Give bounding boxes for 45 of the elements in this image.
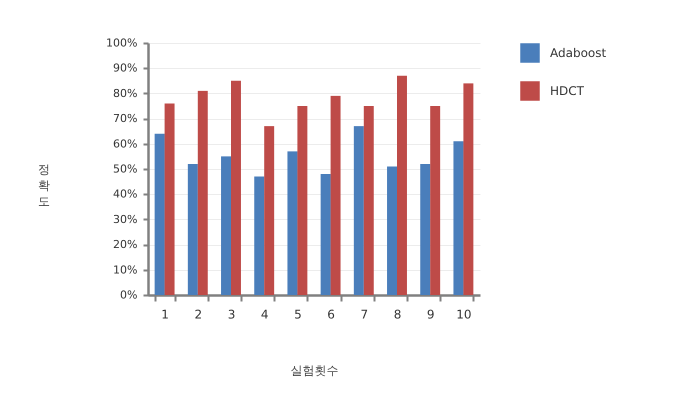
bar (264, 126, 274, 295)
bar (198, 90, 208, 295)
bar (430, 106, 440, 295)
y-tick-label: 40% (113, 188, 138, 201)
bar (453, 141, 464, 295)
y-tick-label: 100% (106, 36, 138, 50)
y-tick-label: 70% (113, 112, 138, 126)
bar (320, 174, 331, 295)
bar (330, 96, 341, 295)
x-tick-label: 10 (456, 308, 472, 322)
bar (188, 164, 198, 295)
x-tick-label: 1 (161, 308, 169, 322)
y-axis-title: 정확도 (38, 162, 50, 208)
bar (231, 80, 241, 295)
y-tick-label: 30% (113, 212, 138, 226)
y-tick-label: 60% (113, 137, 138, 150)
x-tick-label: 7 (360, 308, 368, 322)
x-tick-label: 8 (394, 308, 402, 322)
y-tick-label: 0% (120, 288, 138, 302)
x-tick-label: 5 (294, 308, 302, 322)
bar (287, 151, 298, 295)
y-tick-label: 80% (113, 86, 138, 100)
bar (354, 126, 364, 295)
bar (397, 76, 407, 295)
x-tick-label: 9 (426, 308, 435, 322)
bar (164, 103, 175, 295)
y-tick-label: 50% (113, 162, 138, 176)
y-tick-label: 10% (113, 263, 138, 276)
bar (463, 83, 474, 295)
bar (297, 106, 308, 295)
legend-label: HDCT (550, 84, 585, 98)
y-tick-label: 90% (113, 62, 138, 75)
bar (420, 164, 430, 295)
bar (364, 106, 374, 295)
bar (221, 156, 231, 295)
bar (387, 166, 397, 295)
x-tick-label: 4 (260, 308, 269, 322)
x-tick-label: 2 (194, 308, 202, 322)
x-tick-label: 3 (228, 308, 236, 322)
y-tick-label: 20% (113, 238, 138, 252)
x-axis-title: 실험횟수 (290, 364, 338, 378)
bar (254, 176, 264, 295)
legend-label: Adaboost (550, 46, 607, 60)
bar (154, 134, 165, 295)
x-tick-label: 6 (327, 308, 335, 322)
